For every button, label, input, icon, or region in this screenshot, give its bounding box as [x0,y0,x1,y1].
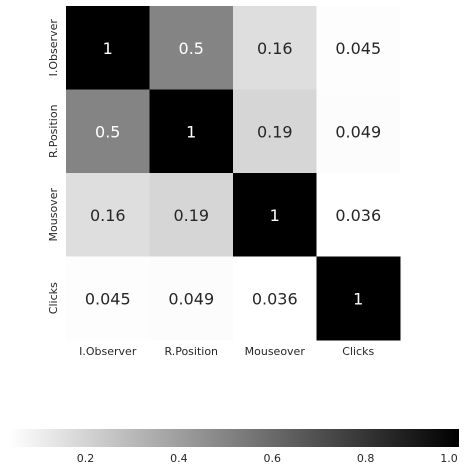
colorbar-ticks: 0.2 0.4 0.6 0.8 1.0 [77,452,458,465]
heatmap-cell [149,173,234,257]
heatmap-cell [149,89,234,174]
cell-value-label: 0.19 [257,122,293,141]
heatmap-cell [233,6,317,90]
colorbar-tick-label: 1.0 [440,452,458,465]
heatmap-cell [233,256,317,341]
cell-value-label: 1 [353,289,363,308]
colorbar-tick-label: 0.2 [77,452,95,465]
y-tick-label: Mousover [47,188,60,242]
heatmap-cell [66,6,150,90]
heatmap-cell [66,256,150,341]
heatmap-cells: 1 0.5 0.16 0.045 0.5 1 0.19 0.049 0.16 0.19 1 0.036… [66,6,401,341]
cell-value-label: 1 [103,39,113,58]
cell-value-label: 0.036 [252,289,298,308]
cell-value-label: 0.049 [335,122,381,141]
x-axis-tick-labels: I.Observer R.Position Mouseover Clicks [79,345,374,358]
heatmap-cell [316,6,401,90]
cell-value-label: 1 [270,206,280,225]
x-tick-label: Mouseover [245,345,306,358]
colorbar-tick-label: 0.4 [170,452,188,465]
heatmap-cell [316,89,401,174]
heatmap-cell [316,173,401,257]
cell-value-label: 0.5 [179,39,204,58]
cell-value-label: 0.5 [95,122,120,141]
x-tick-label: Clicks [342,345,374,358]
cell-value-label: 1 [186,122,196,141]
heatmap-cell [66,89,150,174]
y-tick-label: Clicks [47,282,60,314]
cell-value-label: 0.16 [257,39,293,58]
cell-value-label: 0.036 [335,206,381,225]
y-axis-tick-labels: I.Observer R.Position Mousover Clicks [47,19,60,315]
heatmap-cell [316,256,401,341]
cell-value-label: 0.049 [168,289,214,308]
y-tick-label: I.Observer [47,19,60,77]
cell-value-label: 0.16 [90,206,126,225]
heatmap-cell [149,256,234,341]
colorbar-tick-label: 0.6 [264,452,282,465]
heatmap-cell [233,89,317,174]
colorbar [9,429,459,447]
colorbar-tick-label: 0.8 [357,452,375,465]
cell-value-label: 0.045 [85,289,131,308]
heatmap-cell [66,173,150,257]
x-tick-label: R.Position [164,345,218,358]
heatmap-cell [233,173,317,257]
heatmap-cell [149,6,234,90]
cell-value-label: 0.045 [335,39,381,58]
cell-value-label: 0.19 [173,206,209,225]
x-tick-label: I.Observer [79,345,137,358]
y-tick-label: R.Position [47,104,60,158]
